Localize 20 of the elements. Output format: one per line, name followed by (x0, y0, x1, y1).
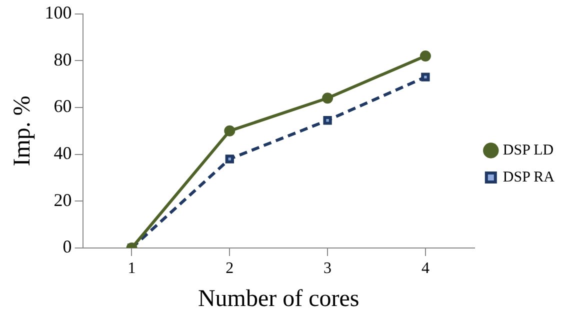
y-tick-label: 100 (44, 2, 72, 23)
point (323, 116, 332, 125)
point (420, 50, 431, 62)
y-tick-label: 40 (54, 143, 72, 164)
y-tick-label: 20 (54, 190, 72, 210)
y-tick-label: 80 (54, 49, 72, 70)
y-axis-title: Imp. % (10, 96, 36, 166)
point (225, 154, 234, 164)
point (322, 92, 334, 104)
legend-label: DSP RA (502, 169, 555, 186)
y-tick-label: 60 (54, 96, 72, 116)
y-tick-label: 0 (62, 236, 72, 257)
x-tick-label: 4 (421, 260, 430, 277)
point (224, 125, 236, 136)
x-axis-title: Number of cores (198, 286, 360, 312)
x-tick-label: 3 (324, 260, 332, 277)
x-tick-label: 1 (128, 260, 136, 277)
point (421, 72, 430, 82)
x-tick-label: 2 (226, 260, 234, 277)
legend-label: DSP LD (502, 142, 554, 158)
